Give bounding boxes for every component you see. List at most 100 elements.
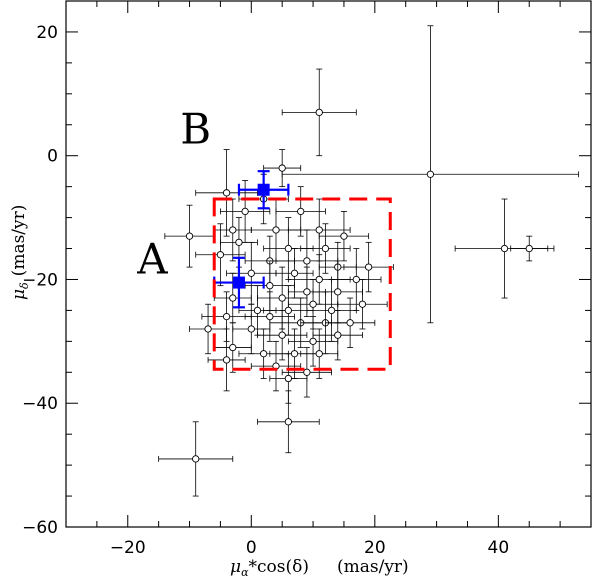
x-axis-units: (mas/yr) (337, 557, 409, 577)
y-axis-mu: μ (9, 289, 29, 300)
y-tick-label: −40 (22, 394, 58, 414)
data-point (510, 235, 549, 262)
circle-marker (334, 288, 342, 296)
data-point (306, 279, 357, 342)
circle-marker (352, 275, 360, 284)
data-point (325, 297, 376, 348)
data-point (343, 241, 394, 293)
circle-marker (222, 312, 231, 321)
circle-marker (216, 251, 225, 259)
data-points (158, 25, 580, 497)
data-point (269, 353, 308, 404)
data-point (281, 68, 357, 157)
y-tick-label: −60 (22, 518, 58, 538)
data-point (281, 25, 580, 324)
circle-marker (364, 263, 373, 271)
tick-labels: −20 0 20 40 20 0 −20 −40 −60 (22, 23, 509, 558)
data-point (213, 272, 252, 324)
data-point (213, 322, 252, 373)
region-label-b: B (180, 104, 211, 153)
circle-marker (241, 207, 249, 216)
circle-marker (315, 108, 323, 117)
circle-marker (222, 189, 231, 197)
data-point (244, 291, 295, 342)
circle-marker (525, 244, 533, 253)
highlight-point (237, 170, 290, 210)
data-point (263, 149, 302, 188)
highlight-point (213, 256, 265, 309)
y-tick-label: 20 (36, 23, 58, 43)
circle-marker (315, 275, 323, 284)
circle-marker (229, 294, 237, 302)
circle-marker (303, 288, 311, 296)
data-point (318, 210, 370, 262)
circle-marker (284, 374, 293, 383)
circle-marker (185, 232, 194, 240)
data-point (257, 310, 308, 361)
circle-marker (297, 207, 305, 216)
circle-marker (346, 319, 354, 327)
x-axis-mu: μ (230, 557, 241, 577)
circle-marker (500, 244, 509, 253)
circle-marker (303, 257, 311, 265)
data-point (287, 316, 339, 367)
x-axis-subscript: α (241, 566, 249, 578)
circle-marker (309, 300, 317, 308)
circle-marker (247, 269, 255, 277)
circle-marker (315, 226, 323, 234)
data-point (195, 223, 246, 287)
circle-marker (253, 306, 262, 315)
region-a-box (212, 197, 392, 371)
region-label-a: A (136, 234, 168, 283)
data-point (331, 248, 382, 311)
circle-marker (278, 164, 286, 172)
circle-marker (247, 325, 255, 333)
circle-marker (266, 282, 274, 290)
y-axis-units: (mas/yr) (9, 205, 29, 277)
circle-marker (235, 238, 243, 246)
circle-marker (229, 343, 237, 352)
circle-marker (334, 331, 342, 339)
circle-marker (284, 306, 293, 315)
data-point (250, 340, 302, 392)
circle-marker (358, 300, 367, 308)
circle-marker (192, 455, 200, 463)
data-point (300, 223, 351, 274)
x-axis-cos: *cos(δ) (249, 557, 309, 577)
plot-frame (65, 0, 592, 528)
circle-marker (278, 331, 286, 339)
data-point (195, 149, 258, 237)
y-axis-subscript: δ (18, 282, 31, 289)
circle-marker (229, 226, 237, 234)
data-point (220, 180, 271, 243)
circle-marker (315, 350, 323, 358)
circle-marker (340, 232, 348, 240)
circle-marker (204, 325, 212, 333)
data-point (189, 303, 227, 355)
y-tick-label: −20 (22, 270, 58, 290)
data-point (337, 279, 388, 330)
x-tick-label: 20 (364, 538, 386, 558)
circle-marker (266, 312, 274, 321)
x-axis-title: μα*cos(δ) (mas/yr) (230, 557, 409, 578)
axis-ticks (66, 0, 591, 528)
data-point (207, 328, 246, 392)
x-tick-label: −20 (110, 538, 146, 558)
y-axis-title: μδ (mas/yr) (9, 205, 31, 300)
circle-marker (321, 244, 330, 253)
x-tick-label: 0 (246, 538, 257, 558)
y-tick-label: 0 (47, 147, 58, 167)
circle-marker (278, 294, 286, 302)
data-point (257, 390, 320, 454)
square-marker (232, 276, 245, 289)
region-labels: AB (136, 104, 211, 283)
circle-marker (303, 368, 311, 376)
circle-marker (290, 269, 299, 277)
circle-marker (259, 350, 268, 358)
data-point (287, 198, 351, 262)
x-tick-label: 40 (488, 538, 510, 558)
circle-marker (327, 306, 336, 315)
circle-marker (284, 244, 293, 253)
data-point (164, 204, 215, 268)
